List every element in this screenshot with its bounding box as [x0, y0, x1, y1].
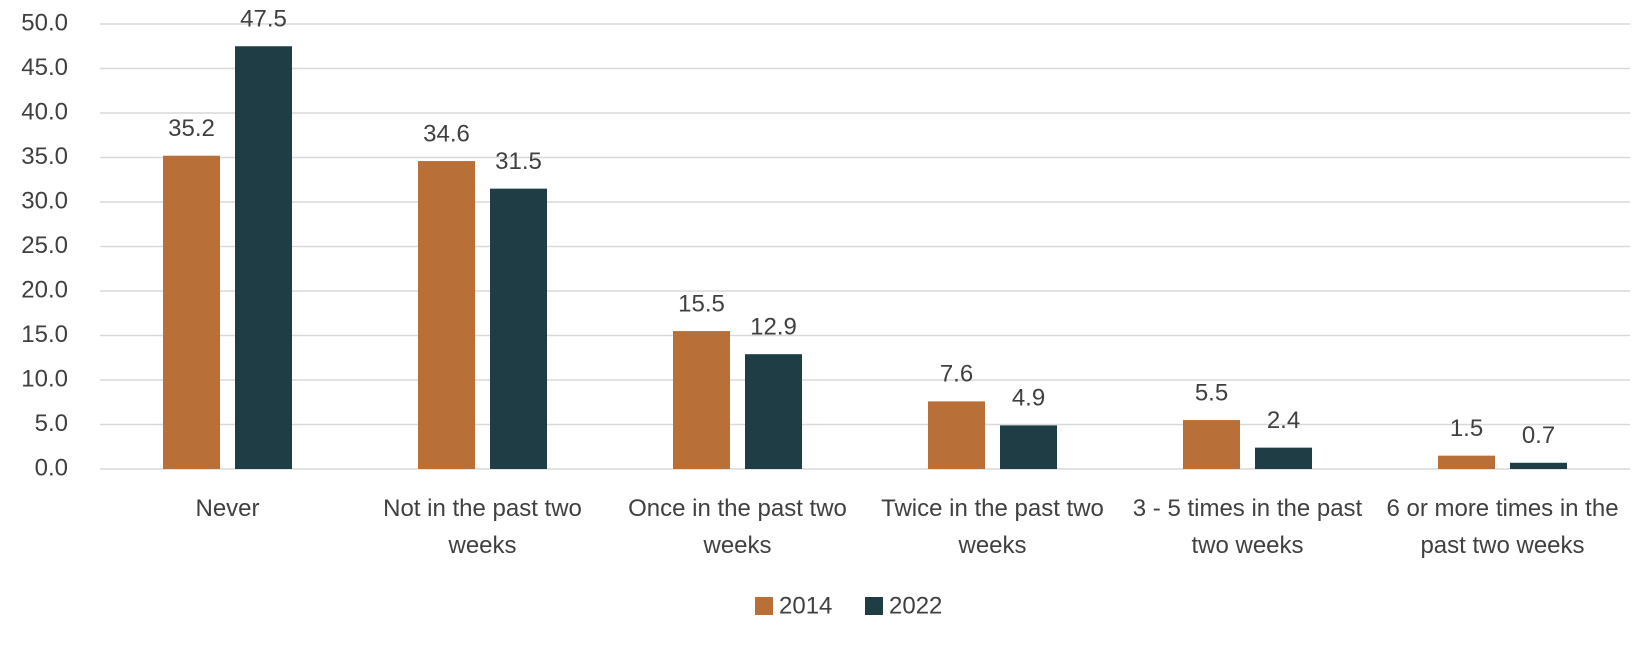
- bar: [490, 188, 547, 469]
- y-tick-label: 25.0: [21, 232, 68, 259]
- bar: [235, 46, 292, 469]
- bar: [1255, 447, 1312, 469]
- data-label: 5.5: [1195, 379, 1228, 406]
- y-tick-label: 20.0: [21, 276, 68, 303]
- bar: [1438, 455, 1495, 469]
- data-label: 15.5: [678, 290, 725, 317]
- x-tick-label: Never: [195, 495, 259, 522]
- bar: [673, 331, 730, 469]
- data-label: 2.4: [1267, 407, 1300, 434]
- y-tick-label: 0.0: [35, 454, 68, 481]
- data-label: 12.9: [750, 314, 797, 341]
- y-tick-label: 10.0: [21, 365, 68, 392]
- y-tick-label: 5.0: [35, 410, 68, 437]
- y-tick-label: 30.0: [21, 187, 68, 214]
- y-tick-label: 15.0: [21, 321, 68, 348]
- x-tick-label: Once in the past two weeks: [628, 495, 847, 559]
- y-tick-label: 40.0: [21, 98, 68, 125]
- legend-label: 2014: [779, 592, 832, 619]
- x-tick-label: 3 - 5 times in the past two weeks: [1133, 495, 1363, 559]
- data-label: 4.9: [1012, 385, 1045, 412]
- y-tick-label: 45.0: [21, 54, 68, 81]
- x-tick-label: Not in the past two weeks: [383, 495, 582, 559]
- bar: [1510, 462, 1567, 469]
- data-label: 0.7: [1522, 422, 1555, 449]
- x-tick-label: 6 or more times in the past two weeks: [1386, 495, 1618, 559]
- x-tick-label: Twice in the past two weeks: [881, 495, 1104, 559]
- data-label: 1.5: [1450, 415, 1483, 442]
- y-tick-label: 35.0: [21, 143, 68, 170]
- legend-label: 2022: [889, 592, 942, 619]
- bar: [1183, 420, 1240, 469]
- legend-swatch: [755, 597, 773, 615]
- data-label: 34.6: [423, 120, 470, 147]
- bar: [418, 161, 475, 469]
- bar: [163, 155, 220, 469]
- data-label: 7.6: [940, 361, 973, 388]
- legend-swatch: [865, 597, 883, 615]
- bar: [745, 354, 802, 469]
- data-label: 35.2: [168, 115, 215, 142]
- data-label: 31.5: [495, 148, 542, 175]
- data-label: 47.5: [240, 6, 287, 33]
- bar: [1000, 425, 1057, 469]
- y-tick-label: 50.0: [21, 9, 68, 36]
- bar: [928, 401, 985, 469]
